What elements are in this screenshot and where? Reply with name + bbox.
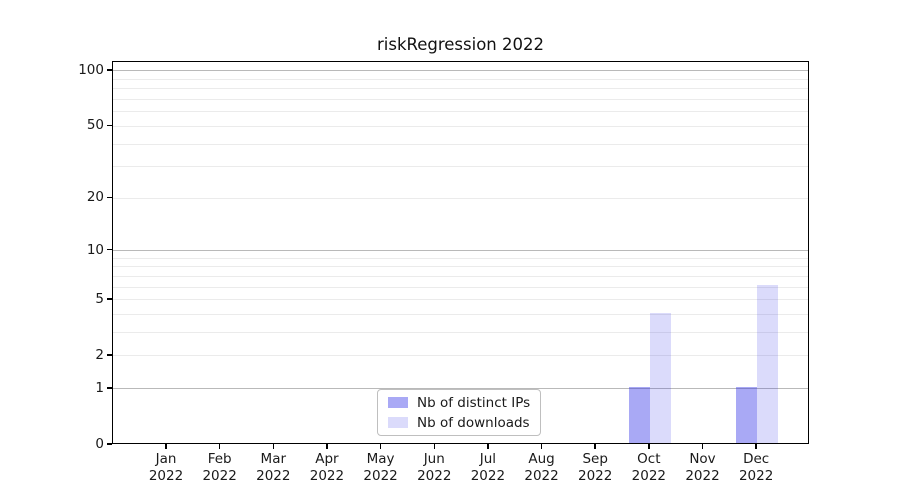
gridline-decade [113, 250, 808, 252]
bar-distinct-ips-dec [736, 386, 758, 443]
y-tick-mark [107, 354, 112, 356]
x-tick-month: Nov [689, 451, 716, 467]
gridline-minor [113, 143, 808, 145]
gridline-minor [113, 314, 808, 316]
x-tick-mark [701, 444, 704, 449]
y-tick-label: 20 [86, 189, 104, 206]
x-tick-year: 2022 [148, 468, 184, 484]
x-tick-year: 2022 [363, 468, 398, 484]
plot-area: Nb of distinct IPs Nb of downloads [112, 61, 809, 444]
legend-swatch-distinct-ips [388, 397, 408, 408]
x-tick-month: Apr [315, 451, 339, 467]
x-tick-year: 2022 [524, 468, 559, 484]
x-tick-month: Jan [155, 451, 177, 467]
legend-label-distinct-ips: Nb of distinct IPs [417, 394, 531, 411]
x-tick-mark [326, 444, 328, 449]
x-tick-label: Jan 2022 [134, 451, 198, 485]
x-tick-month: Dec [743, 451, 770, 467]
legend-swatch-downloads [388, 417, 408, 428]
gridline-minor [113, 88, 808, 90]
legend-item-distinct-ips: Nb of distinct IPs [388, 395, 530, 411]
x-tick-label: Feb 2022 [188, 451, 252, 485]
x-tick-month: Mar [260, 451, 287, 467]
x-tick-year: 2022 [470, 468, 506, 484]
x-tick-mark [379, 444, 382, 449]
y-tick-mark [107, 248, 112, 251]
gridline-minor [113, 332, 808, 334]
x-tick-label: Dec 2022 [724, 451, 788, 485]
y-tick-label: 2 [95, 346, 104, 363]
x-tick-label: Aug 2022 [510, 451, 574, 485]
y-tick-mark [107, 298, 112, 300]
bar-downloads-oct [649, 312, 671, 443]
x-tick-year: 2022 [738, 468, 774, 484]
chart-title: riskRegression 2022 [376, 35, 544, 54]
y-tick-label: 1 [95, 379, 104, 396]
x-tick-label: Oct 2022 [617, 451, 681, 485]
y-tick-mark [107, 124, 112, 127]
y-tick-mark [107, 387, 112, 389]
x-tick-mark [433, 444, 435, 449]
legend-label-downloads: Nb of downloads [417, 414, 530, 431]
legend-item-downloads: Nb of downloads [388, 415, 530, 431]
x-tick-mark [272, 444, 275, 449]
x-tick-year: 2022 [685, 468, 720, 484]
y-tick-label: 0 [95, 436, 104, 452]
x-tick-label: Jun 2022 [402, 451, 466, 485]
gridline-minor [113, 299, 808, 301]
gridline-minor [113, 355, 808, 357]
x-tick-mark [487, 444, 489, 449]
bar-downloads-dec [757, 285, 779, 443]
x-tick-year: 2022 [256, 468, 291, 484]
x-tick-label: Mar 2022 [241, 451, 305, 485]
gridline-minor [113, 286, 808, 288]
gridline-minor [113, 275, 808, 277]
gridline-minor [113, 125, 808, 127]
legend: Nb of distinct IPs Nb of downloads [377, 389, 541, 436]
gridline-minor [113, 78, 808, 80]
x-tick-label: Sep 2022 [563, 451, 627, 485]
gridline-minor [113, 111, 808, 113]
x-tick-month: Sep [582, 451, 608, 467]
x-tick-month: Jun [423, 451, 445, 467]
x-tick-label: Nov 2022 [671, 451, 735, 485]
y-tick-mark [107, 69, 112, 71]
y-tick-label: 5 [95, 290, 104, 307]
x-tick-mark [165, 444, 167, 449]
x-tick-mark [755, 444, 757, 449]
x-tick-year: 2022 [631, 468, 667, 484]
gridline-decade [113, 388, 808, 390]
gridline-minor [113, 266, 808, 268]
x-tick-year: 2022 [309, 468, 345, 484]
y-tick-label: 100 [78, 61, 104, 78]
gridline-minor [113, 99, 808, 101]
y-tick-mark [107, 196, 112, 199]
x-tick-mark [218, 444, 221, 449]
x-tick-month: Aug [528, 451, 555, 467]
y-tick-label: 50 [86, 117, 104, 134]
x-tick-month: Jul [479, 451, 497, 467]
x-tick-mark [648, 444, 650, 449]
y-tick-mark [107, 443, 112, 445]
gridline-decade [113, 70, 808, 72]
x-tick-month: May [366, 451, 395, 467]
x-tick-label: Jul 2022 [456, 451, 520, 485]
x-tick-mark [594, 444, 596, 449]
x-tick-year: 2022 [578, 468, 613, 484]
x-tick-mark [540, 444, 543, 449]
x-tick-label: May 2022 [349, 451, 413, 485]
gridline-minor [113, 197, 808, 199]
x-tick-year: 2022 [417, 468, 452, 484]
x-tick-label: Apr 2022 [295, 451, 359, 485]
gridline-minor [113, 166, 808, 168]
bar-distinct-ips-oct [628, 386, 650, 443]
gridline-minor [113, 257, 808, 259]
x-tick-month: Oct [637, 451, 661, 467]
y-tick-label: 10 [86, 241, 104, 258]
x-tick-year: 2022 [202, 468, 237, 484]
x-tick-month: Feb [207, 451, 232, 467]
